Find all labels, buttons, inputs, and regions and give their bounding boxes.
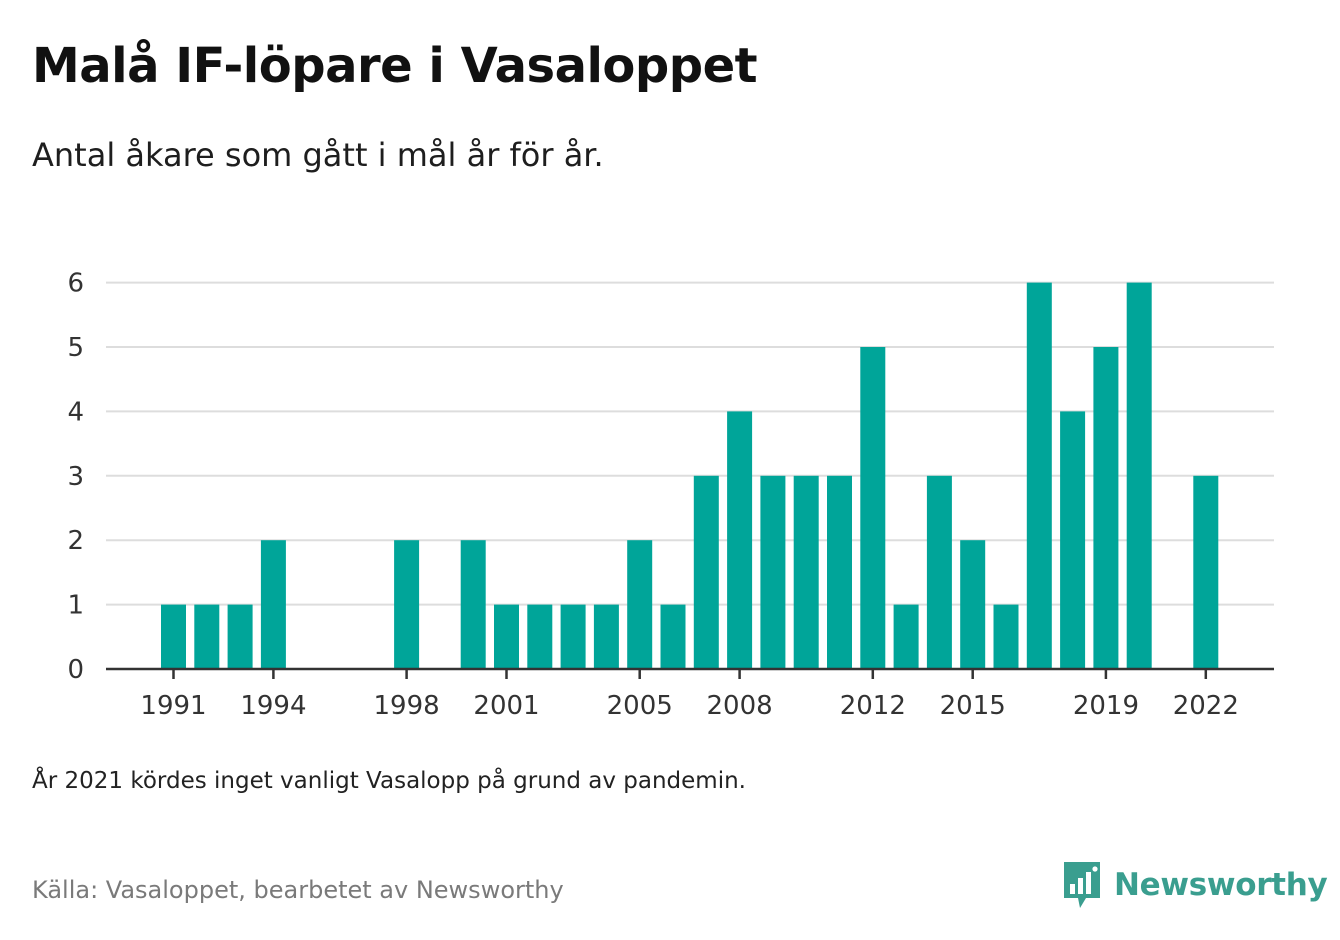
newsworthy-logo: Newsworthy <box>1062 860 1328 910</box>
y-tick-label: 2 <box>67 526 84 556</box>
bars <box>161 282 1219 669</box>
bar-2016 <box>993 604 1019 669</box>
bar-2010 <box>793 475 819 669</box>
bar-2012 <box>860 347 886 669</box>
x-tick-label: 2008 <box>707 691 773 721</box>
bar-2008 <box>727 411 753 669</box>
bar-2017 <box>1026 282 1052 669</box>
bar-2004 <box>593 604 619 669</box>
y-tick-label: 4 <box>67 397 84 427</box>
source-credit: Källa: Vasaloppet, bearbetet av Newswort… <box>32 876 564 904</box>
bar-2011 <box>827 475 852 669</box>
bar-2013 <box>893 604 919 669</box>
bar-chart-speech-bubble-icon <box>1064 862 1100 908</box>
bar-2022 <box>1193 475 1219 669</box>
bar-2014 <box>926 475 952 669</box>
bar-2019 <box>1093 347 1119 669</box>
x-tick-label: 1998 <box>374 691 440 721</box>
y-tick-label: 1 <box>67 591 84 621</box>
x-tick-label: 2022 <box>1173 691 1239 721</box>
bar-2015 <box>960 540 986 669</box>
bar-2005 <box>627 540 653 669</box>
x-tick-label: 2001 <box>473 691 539 721</box>
bar-2009 <box>760 475 786 669</box>
bar-2003 <box>560 604 586 669</box>
bar-1992 <box>194 604 220 669</box>
chart-subtitle: Antal åkare som gått i mål år för år. <box>32 136 604 174</box>
x-tick-label: 2019 <box>1073 691 1139 721</box>
footnote: År 2021 kördes inget vanligt Vasalopp på… <box>32 768 746 794</box>
x-tick-label: 2012 <box>840 691 906 721</box>
y-tick-label: 3 <box>67 462 84 492</box>
x-tick-label: 1991 <box>140 691 206 721</box>
bar-1991 <box>161 604 186 669</box>
x-tick-label: 2005 <box>607 691 673 721</box>
bar-1994 <box>260 540 286 669</box>
y-tick-label: 0 <box>67 655 84 685</box>
bar-2018 <box>1060 411 1086 669</box>
y-tick-label: 6 <box>67 269 84 299</box>
bar-1998 <box>394 540 420 669</box>
bar-2007 <box>693 475 719 669</box>
bar-2006 <box>660 604 686 669</box>
x-tick-label: 2015 <box>940 691 1006 721</box>
chart-title: Malå IF-löpare i Vasaloppet <box>32 38 758 94</box>
bar-2001 <box>494 604 519 669</box>
x-tick-label: 1994 <box>240 691 306 721</box>
bar-chart: 0 1 2 3 4 5 6 1991 1994 1998 2001 2005 2008 2012 2015… <box>67 269 1274 721</box>
y-tick-label: 5 <box>67 333 84 363</box>
y-axis-tick-labels: 0 1 2 3 4 5 6 <box>67 269 84 685</box>
bar-2002 <box>527 604 553 669</box>
brand-name: Newsworthy <box>1114 867 1328 903</box>
bar-1993 <box>227 604 253 669</box>
bar-2000 <box>460 540 486 669</box>
x-axis-ticks: 1991 1994 1998 2001 2005 2008 2012 2015 2019 2022 <box>140 669 1239 721</box>
bar-2020 <box>1126 282 1152 669</box>
